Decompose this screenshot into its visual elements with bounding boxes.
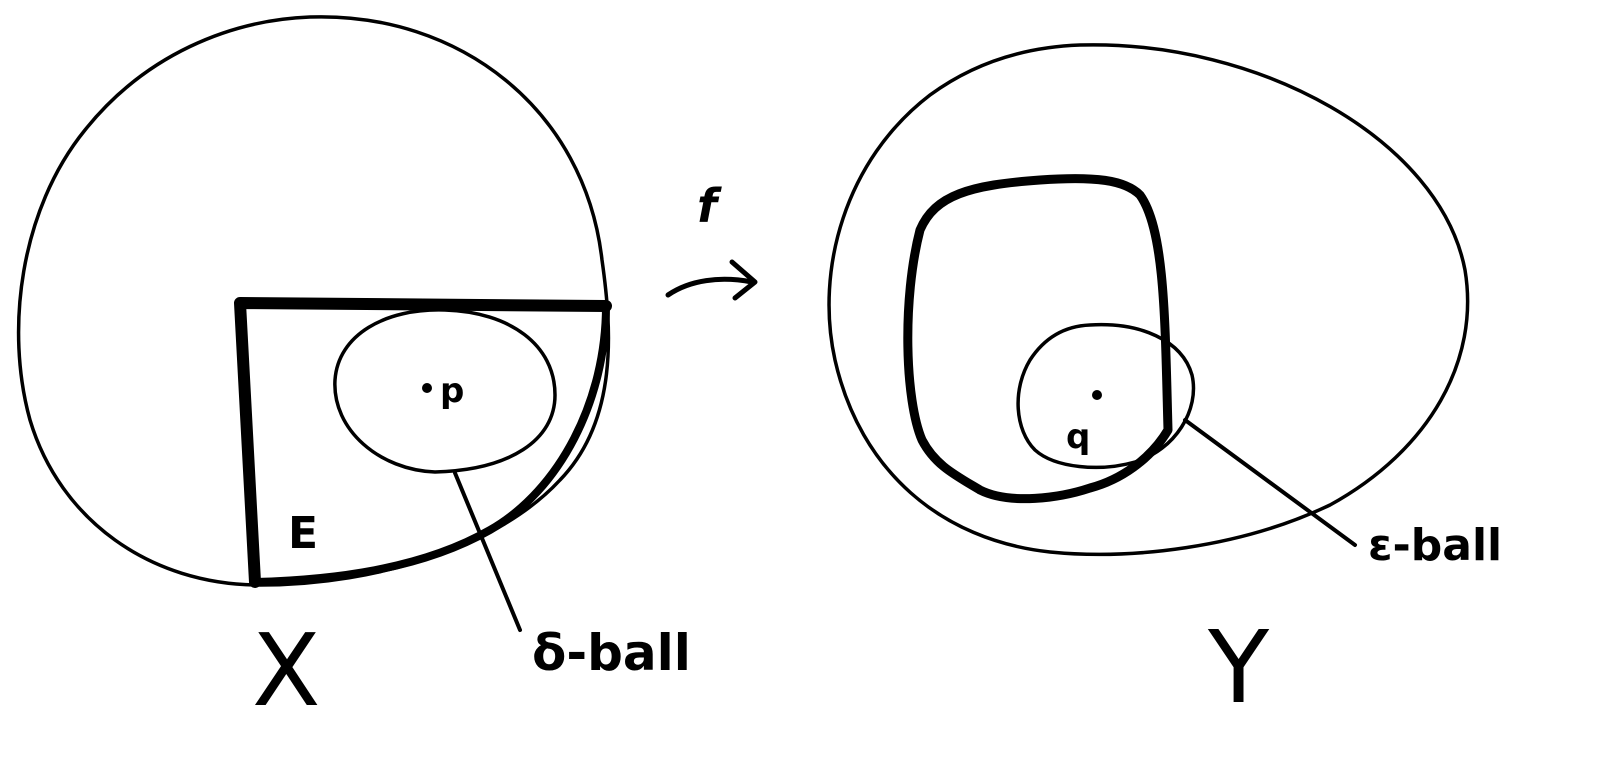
map-arrow-shaft	[665, 276, 755, 298]
space-x: p E δ-ball X	[16, 15, 691, 729]
epsilon-ball-pointer	[1183, 418, 1357, 547]
delta-ball	[333, 308, 557, 474]
point-p-label: p	[440, 371, 464, 411]
epsilon-ball	[1016, 322, 1196, 470]
space-x-label: X	[252, 612, 321, 729]
subset-e-arc	[251, 302, 610, 586]
delta-ball-label: δ-ball	[532, 624, 691, 682]
delta-ball-pointer	[453, 471, 522, 632]
subset-e-boundary	[234, 297, 612, 588]
map-f-label: f	[697, 179, 722, 233]
subset-e-label: E	[288, 508, 318, 559]
point-p-dot	[422, 383, 432, 393]
point-q-dot	[1092, 390, 1102, 400]
space-y: q ε-ball Y	[827, 43, 1502, 726]
image-f-e-boundary	[903, 174, 1173, 504]
space-y-outline	[827, 43, 1470, 557]
epsilon-ball-label: ε-ball	[1368, 520, 1502, 571]
space-y-label: Y	[1207, 609, 1270, 726]
map-f: f	[665, 179, 758, 301]
point-q-label: q	[1066, 417, 1090, 457]
map-arrow-head	[729, 259, 758, 301]
